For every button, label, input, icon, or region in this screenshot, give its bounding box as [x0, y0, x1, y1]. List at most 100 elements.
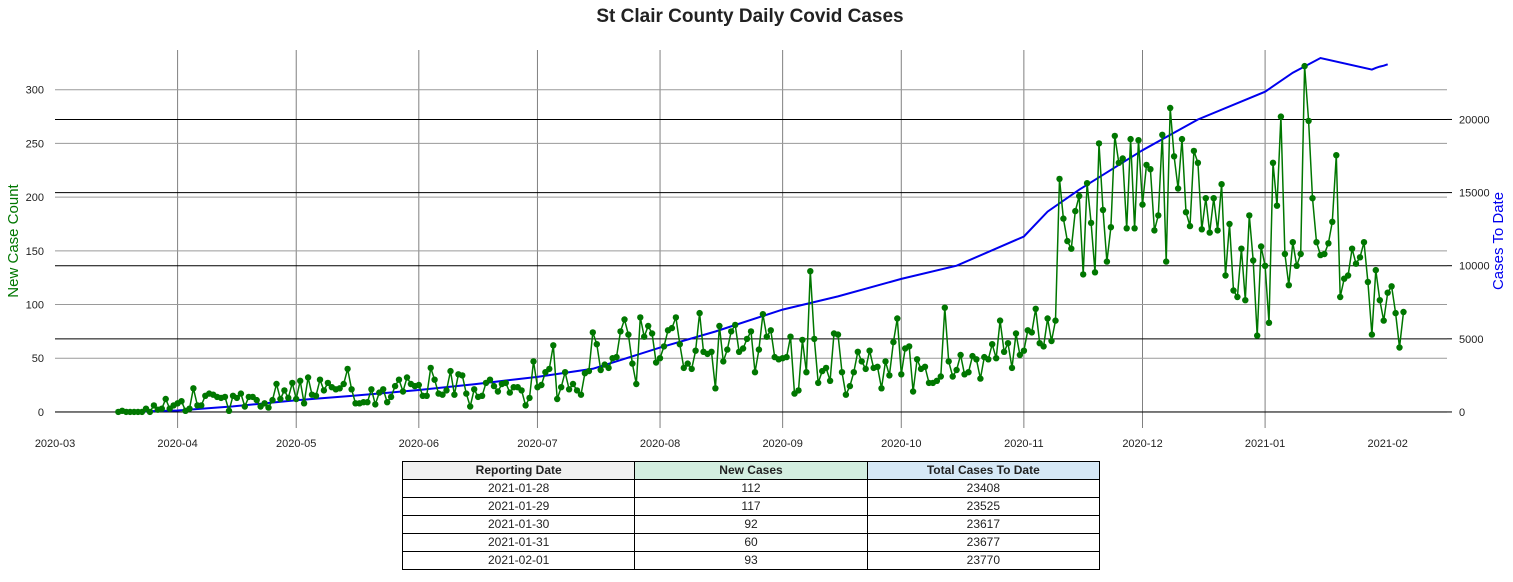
left-y-tick-label: 150 [26, 246, 44, 258]
new-cases-point [300, 400, 308, 407]
new-cases-point [597, 366, 604, 374]
new-cases-point [463, 390, 470, 397]
new-cases-point [941, 304, 948, 311]
table-header-row: Reporting Date New Cases Total Cases To … [401, 461, 1101, 480]
x-tick-label: 2020-10 [881, 438, 921, 450]
new-cases-point [637, 314, 644, 321]
new-cases-point [996, 317, 1004, 324]
new-cases-point [518, 387, 525, 394]
new-cases-point [1111, 132, 1119, 140]
new-cases-point [1135, 137, 1142, 144]
new-cases-point [387, 393, 395, 401]
new-cases-point [1182, 209, 1190, 216]
new-cases-point [724, 346, 731, 353]
new-cases-point [1155, 212, 1162, 219]
x-tick-label: 2020-12 [1122, 438, 1162, 450]
new-cases-point [162, 395, 169, 403]
new-cases-point [858, 358, 865, 365]
new-cases-point [380, 386, 387, 393]
new-cases-point [384, 399, 391, 406]
new-cases-point [471, 386, 478, 393]
new-cases-point [1004, 340, 1012, 347]
new-cases-point [1325, 240, 1332, 247]
new-cases-point [486, 376, 494, 383]
new-cases-point [712, 385, 719, 392]
new-cases-point [1012, 330, 1020, 337]
new-cases-point [783, 353, 790, 361]
new-cases-point [1163, 258, 1170, 265]
new-cases-point [522, 402, 529, 409]
new-cases-point [502, 379, 509, 387]
new-cases-point [1048, 337, 1055, 345]
new-cases-point [799, 336, 806, 344]
new-cases-point [763, 333, 770, 340]
new-cases-point [1214, 227, 1221, 234]
new-cases-point [565, 386, 573, 393]
new-cases-point [1020, 347, 1028, 354]
new-cases-point [846, 382, 854, 390]
new-cases-point [1151, 227, 1158, 234]
new-cases-point [237, 390, 245, 397]
new-cases-point [261, 400, 268, 407]
new-cases-point [906, 343, 913, 350]
new-cases-point [909, 388, 917, 395]
new-cases-point [680, 364, 687, 372]
new-cases-point [787, 333, 794, 340]
new-cases-point [1360, 239, 1368, 246]
table-cell: 2021-01-28 [401, 479, 636, 498]
left-axis-gridlines [55, 89, 1447, 413]
new-cases-point [494, 388, 502, 395]
new-cases-point [577, 391, 585, 398]
new-cases-point [1376, 297, 1384, 304]
new-cases-point [890, 338, 897, 346]
new-cases-point [1254, 332, 1261, 339]
new-cases-point [1400, 308, 1407, 316]
x-tick-label: 2020-04 [157, 438, 197, 450]
new-cases-point [478, 392, 486, 399]
new-cases-point [1131, 225, 1138, 232]
new-cases-point [945, 358, 952, 365]
new-cases-point [1056, 175, 1063, 183]
x-tick-label: 2020-03 [35, 438, 75, 450]
new-cases-point [807, 268, 814, 275]
new-cases-point [1285, 282, 1293, 289]
new-cases-point [676, 341, 683, 348]
new-cases-point [431, 376, 438, 383]
left-y-tick-label: 250 [26, 138, 44, 150]
table-cell: 2021-01-31 [401, 533, 636, 552]
new-cases-point [490, 382, 498, 390]
new-cases-point [672, 314, 680, 321]
new-cases-point [660, 343, 668, 350]
right-y-tick-label: 10000 [1459, 261, 1490, 273]
new-cases-point [874, 363, 881, 370]
new-cases-point [1238, 245, 1245, 252]
new-cases-point [1246, 212, 1253, 219]
new-cases-point [1333, 152, 1340, 159]
new-cases-point [1091, 269, 1099, 276]
new-cases-point [277, 395, 284, 403]
new-cases-point [613, 353, 620, 361]
new-cases-point [1348, 245, 1356, 252]
x-axis: 2020-03 2020-04 2020-05 2020-06 2020-07 2020-… [35, 438, 1408, 450]
x-tick-label: 2020-08 [640, 438, 680, 450]
left-y-tick-label: 100 [26, 300, 44, 312]
new-cases-point [1170, 153, 1178, 160]
x-tick-label: 2020-07 [517, 438, 557, 450]
new-cases-point [1178, 135, 1186, 143]
new-cases-point [1016, 351, 1024, 359]
new-cases-point [1044, 315, 1051, 322]
new-cases-point [617, 328, 624, 335]
new-cases-point [1364, 278, 1372, 286]
new-cases-point [395, 376, 403, 383]
new-cases-point [459, 372, 466, 379]
new-cases-point [1186, 222, 1194, 230]
new-cases-point [150, 402, 158, 409]
right-y-axis: 0 5000 10000 15000 20000 [1459, 114, 1490, 418]
new-cases-point [1372, 266, 1380, 274]
series-new-cases [115, 62, 1407, 416]
chart-title: St Clair County Daily Covid Cases [596, 6, 903, 27]
new-cases-point [751, 369, 759, 376]
new-cases-point [668, 324, 676, 332]
new-cases-point [1167, 104, 1174, 112]
